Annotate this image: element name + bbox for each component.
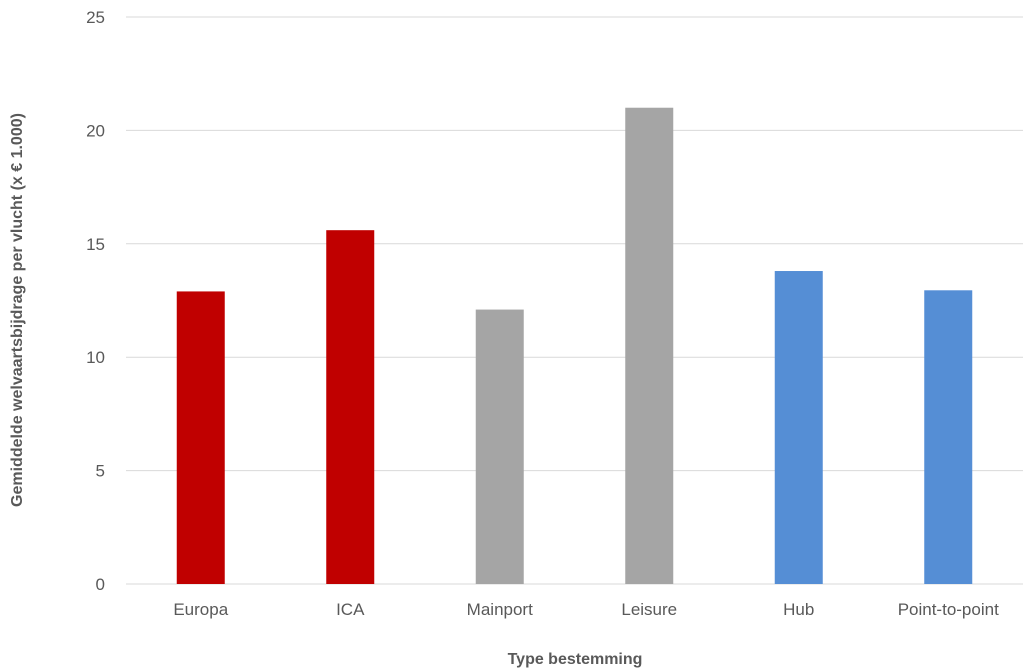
y-axis-title: Gemiddelde welvaartsbijdrage per vlucht … bbox=[9, 113, 26, 507]
x-tick-label: Leisure bbox=[621, 600, 677, 619]
x-tick-labels: Europa ICA Mainport Leisure Hub Point-to-poin… bbox=[173, 600, 999, 619]
x-tick-label: ICA bbox=[336, 600, 365, 619]
bar-europa bbox=[176, 291, 225, 584]
y-tick-label: 15 bbox=[86, 235, 105, 254]
bars bbox=[176, 107, 973, 584]
y-tick-label: 0 bbox=[96, 575, 105, 594]
x-tick-label: Point-to-point bbox=[898, 600, 999, 619]
x-tick-label: Hub bbox=[783, 600, 814, 619]
y-tick-labels: 0 5 10 15 20 25 bbox=[86, 8, 105, 594]
bar-ica bbox=[326, 230, 375, 584]
bar-leisure bbox=[625, 107, 674, 584]
bar-point-to-point bbox=[924, 290, 973, 584]
x-axis-title: Type bestemming bbox=[508, 651, 643, 668]
y-tick-label: 25 bbox=[86, 8, 105, 27]
y-tick-label: 5 bbox=[96, 462, 105, 481]
gridlines bbox=[126, 16, 1023, 585]
bar-mainport bbox=[475, 309, 524, 584]
x-tick-label: Mainport bbox=[467, 600, 533, 619]
y-tick-label: 10 bbox=[86, 348, 105, 367]
x-tick-label: Europa bbox=[173, 600, 228, 619]
bar-hub bbox=[774, 271, 823, 584]
y-tick-label: 20 bbox=[86, 121, 105, 140]
